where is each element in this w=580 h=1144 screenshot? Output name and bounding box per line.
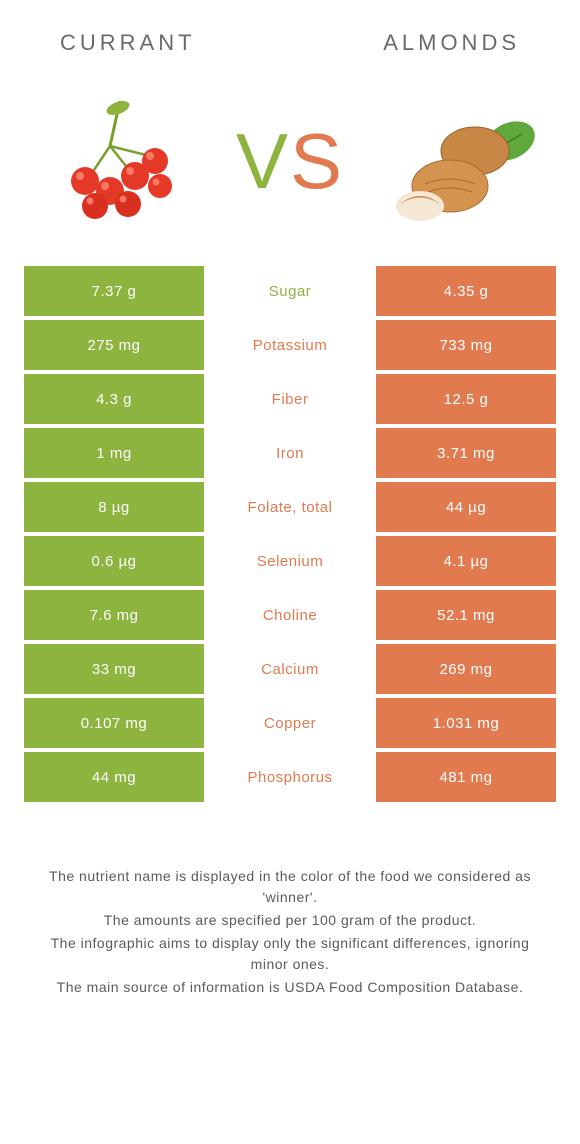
value-right: 269 mg (376, 644, 556, 694)
table-row: 44 mgPhosphorus481 mg (24, 752, 556, 802)
nutrient-label: Folate, total (204, 482, 376, 532)
nutrient-label: Sugar (204, 266, 376, 316)
value-right: 44 µg (376, 482, 556, 532)
value-left: 0.107 mg (24, 698, 204, 748)
value-left: 7.6 mg (24, 590, 204, 640)
currant-image (40, 96, 200, 226)
nutrient-label: Selenium (204, 536, 376, 586)
value-right: 4.1 µg (376, 536, 556, 586)
value-left: 0.6 µg (24, 536, 204, 586)
value-right: 12.5 g (376, 374, 556, 424)
nutrient-label: Copper (204, 698, 376, 748)
nutrient-label: Choline (204, 590, 376, 640)
nutrient-label: Fiber (204, 374, 376, 424)
value-right: 4.35 g (376, 266, 556, 316)
table-row: 0.107 mgCopper1.031 mg (24, 698, 556, 748)
title-right: ALMONDS (383, 30, 520, 56)
footer-line: The infographic aims to display only the… (30, 933, 550, 975)
footer-line: The amounts are specified per 100 gram o… (30, 910, 550, 931)
vs-s: S (290, 117, 344, 205)
value-left: 7.37 g (24, 266, 204, 316)
value-right: 1.031 mg (376, 698, 556, 748)
table-row: 1 mgIron3.71 mg (24, 428, 556, 478)
footer-line: The nutrient name is displayed in the co… (30, 866, 550, 908)
vs-label: VS (236, 116, 344, 207)
value-left: 33 mg (24, 644, 204, 694)
titles-row: CURRANT ALMONDS (0, 0, 580, 66)
table-row: 0.6 µgSelenium4.1 µg (24, 536, 556, 586)
footer-line: The main source of information is USDA F… (30, 977, 550, 998)
table-row: 7.6 mgCholine52.1 mg (24, 590, 556, 640)
almonds-image (380, 96, 540, 226)
value-left: 275 mg (24, 320, 204, 370)
nutrient-label: Iron (204, 428, 376, 478)
nutrient-table: 7.37 gSugar4.35 g275 mgPotassium733 mg4.… (0, 266, 580, 802)
title-left: CURRANT (60, 30, 196, 56)
value-right: 52.1 mg (376, 590, 556, 640)
value-right: 481 mg (376, 752, 556, 802)
nutrient-label: Phosphorus (204, 752, 376, 802)
vs-v: V (236, 117, 290, 205)
value-left: 1 mg (24, 428, 204, 478)
nutrient-label: Calcium (204, 644, 376, 694)
table-row: 8 µgFolate, total44 µg (24, 482, 556, 532)
table-row: 7.37 gSugar4.35 g (24, 266, 556, 316)
nutrient-label: Potassium (204, 320, 376, 370)
table-row: 33 mgCalcium269 mg (24, 644, 556, 694)
value-right: 733 mg (376, 320, 556, 370)
value-left: 4.3 g (24, 374, 204, 424)
footer-notes: The nutrient name is displayed in the co… (0, 806, 580, 998)
value-left: 8 µg (24, 482, 204, 532)
hero-row: VS (0, 66, 580, 266)
value-right: 3.71 mg (376, 428, 556, 478)
table-row: 275 mgPotassium733 mg (24, 320, 556, 370)
table-row: 4.3 gFiber12.5 g (24, 374, 556, 424)
value-left: 44 mg (24, 752, 204, 802)
